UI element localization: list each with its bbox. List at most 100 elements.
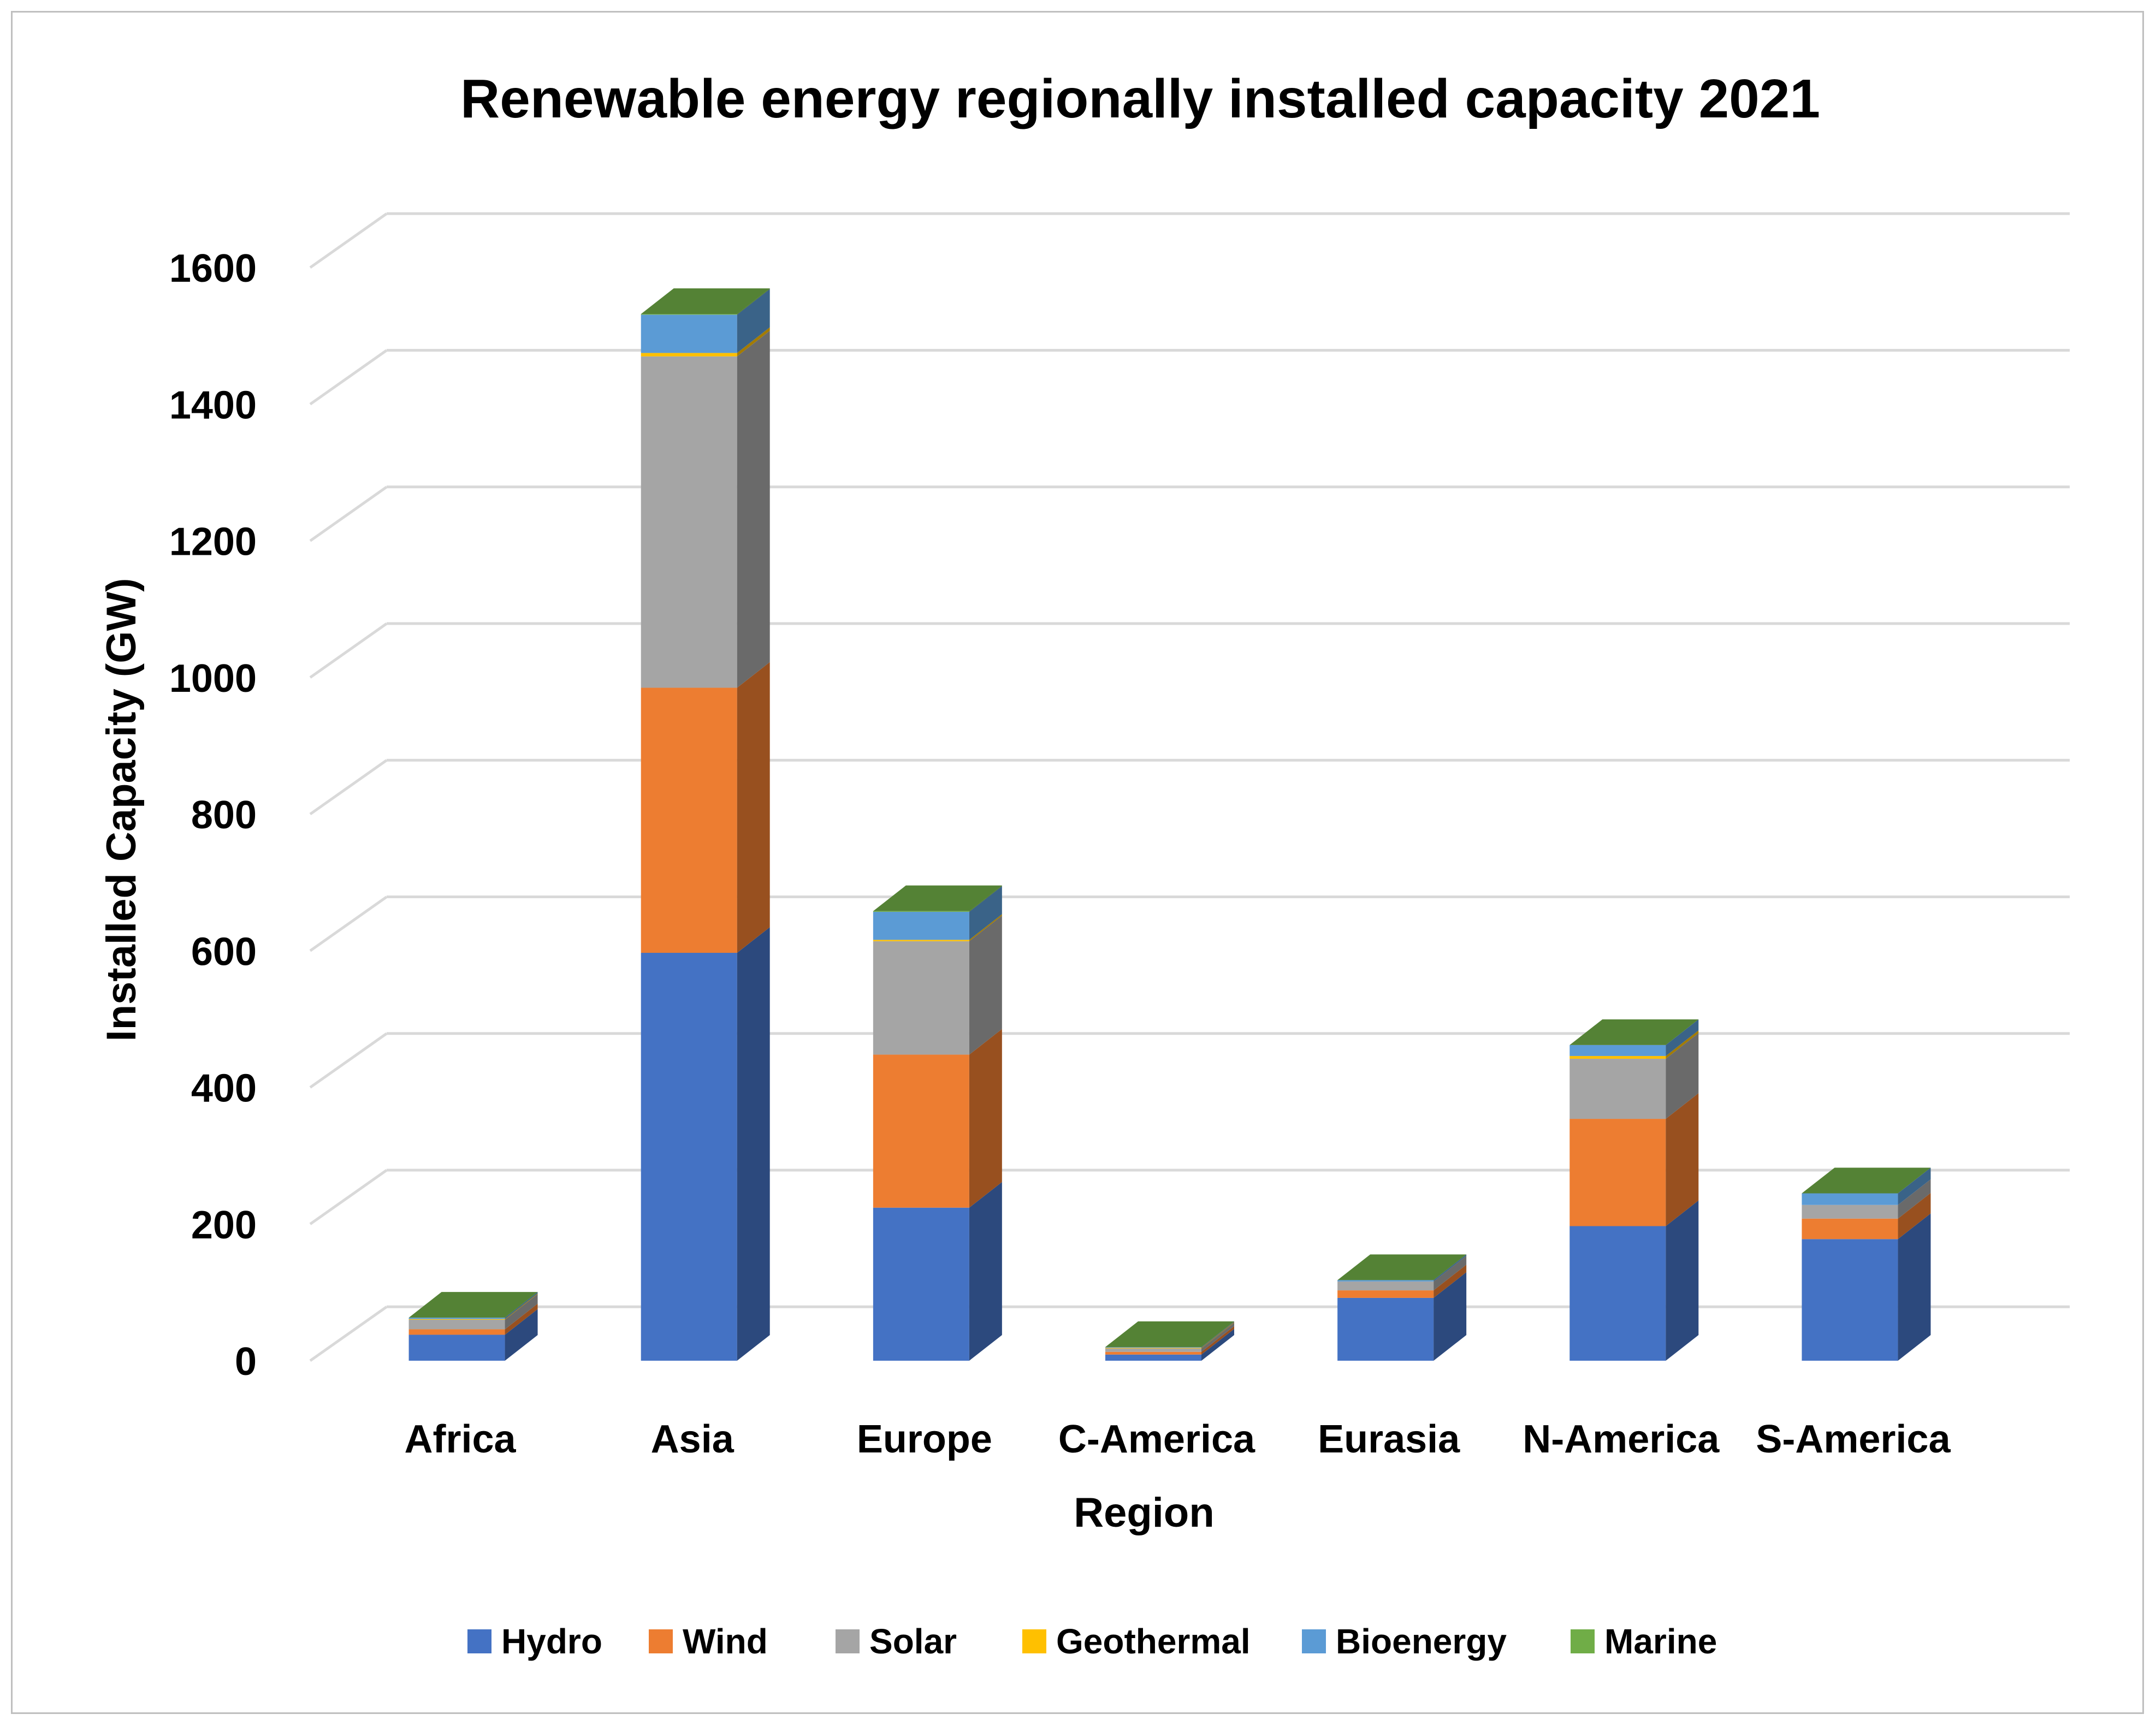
legend-label: Marine (1604, 1622, 1717, 1661)
bar-hydro-africa (408, 1334, 505, 1361)
y-tick-label: 600 (191, 930, 257, 974)
bar-side-bioenergy-n-america (1666, 1019, 1699, 1056)
legend: Hydro Wind Solar Geothermal Bioenergy Marine (467, 1622, 1717, 1661)
bar-marine-asia (641, 314, 737, 315)
bar-side-hydro-asia (737, 927, 770, 1361)
x-tick-label: N-America (1523, 1417, 1720, 1461)
bar-solar-c-america (1105, 1348, 1201, 1352)
bar-side-solar-eurasia (1434, 1255, 1467, 1291)
y-tick-label: 800 (191, 793, 257, 837)
gridline-diagonal (309, 1306, 388, 1362)
bar-side-wind-africa (505, 1303, 538, 1335)
bar-side-marine-europe (969, 885, 1002, 912)
bar-hydro-europe (873, 1207, 969, 1361)
y-tick-label: 200 (191, 1203, 257, 1247)
legend-swatch (1571, 1629, 1595, 1653)
bar-side-wind-asia (737, 662, 770, 953)
bar-bioenergy-c-america (1105, 1347, 1201, 1348)
bar-side-bioenergy-asia (737, 289, 770, 353)
bar-geothermal-asia (641, 353, 737, 357)
legend-label: Wind (683, 1622, 768, 1661)
gridlines (309, 212, 2070, 1362)
bar-hydro-s-america (1802, 1239, 1898, 1361)
legend-label: Solar (869, 1622, 957, 1661)
bar-bioenergy-europe (873, 911, 969, 940)
bar-hydro-eurasia (1337, 1297, 1434, 1361)
bar-side-hydro-europe (969, 1182, 1002, 1361)
bar-side-wind-s-america (1898, 1193, 1931, 1239)
bar-side-bioenergy-eurasia (1434, 1254, 1467, 1282)
bar-side-bioenergy-europe (969, 886, 1002, 940)
bar-side-wind-eurasia (1434, 1265, 1467, 1298)
bar-hydro-asia (641, 953, 737, 1361)
bar-stack-europe (873, 885, 1002, 1361)
bar-wind-asia (641, 687, 737, 953)
bar-hydro-c-america (1105, 1354, 1201, 1361)
bar-wind-s-america (1802, 1218, 1898, 1239)
bar-side-geothermal-africa (505, 1293, 538, 1320)
y-tick-label: 1600 (169, 247, 257, 290)
bar-side-wind-n-america (1666, 1093, 1699, 1226)
bar-solar-eurasia (1337, 1281, 1434, 1291)
bar-side-geothermal-europe (969, 914, 1002, 941)
y-tick-label: 1000 (169, 657, 257, 701)
gridline-diagonal (309, 1032, 388, 1089)
bar-marine-europe (873, 911, 969, 912)
x-axis-title: Region (1074, 1490, 1215, 1536)
bar-side-solar-asia (737, 330, 770, 688)
legend-item-hydro: Hydro (467, 1622, 602, 1661)
gridline-diagonal (309, 485, 388, 542)
chart-title: Renewable energy regionally installed ca… (460, 68, 1820, 129)
y-tick-label: 0 (235, 1340, 257, 1384)
legend-item-wind: Wind (649, 1622, 768, 1661)
legend-item-solar: Solar (836, 1622, 957, 1661)
legend-swatch (649, 1629, 673, 1653)
bar-geothermal-europe (873, 940, 969, 941)
bar-top-n-america (1569, 1019, 1699, 1045)
y-tick-label: 1200 (169, 520, 257, 564)
bar-side-bioenergy-s-america (1898, 1167, 1931, 1205)
legend-label: Hydro (501, 1622, 602, 1661)
legend-item-marine: Marine (1571, 1622, 1717, 1661)
bar-hydro-n-america (1569, 1226, 1666, 1361)
gridline-diagonal (309, 622, 388, 679)
gridline-diagonal (309, 212, 388, 269)
chart-frame (11, 11, 2144, 1714)
bar-solar-europe (873, 941, 969, 1055)
bar-side-bioenergy-africa (505, 1292, 538, 1319)
bar-side-marine-asia (737, 288, 770, 315)
gridline-diagonal (309, 759, 388, 816)
bar-bioenergy-africa (408, 1318, 505, 1319)
bar-side-hydro-eurasia (1434, 1272, 1467, 1361)
bar-solar-s-america (1802, 1205, 1898, 1219)
bar-top-africa (408, 1292, 538, 1318)
bar-side-bioenergy-c-america (1201, 1321, 1234, 1348)
bar-wind-c-america (1105, 1351, 1201, 1355)
bar-top-s-america (1802, 1167, 1931, 1194)
bar-side-geothermal-asia (737, 327, 770, 357)
x-tick-label: Asia (651, 1417, 735, 1461)
bar-stack-s-america (1802, 1167, 1931, 1361)
legend-swatch (1022, 1629, 1046, 1653)
x-axis-categories: Africa Asia Europe C-America Eurasia N-Americ… (405, 1417, 1951, 1461)
bar-bioenergy-asia (641, 315, 737, 353)
legend-swatch (1302, 1629, 1326, 1653)
bar-top-asia (641, 288, 770, 315)
gridline-diagonal (309, 1169, 388, 1225)
bar-stack-c-america (1105, 1321, 1234, 1361)
legend-item-geothermal: Geothermal (1022, 1622, 1251, 1661)
bar-side-hydro-n-america (1666, 1200, 1699, 1361)
bar-side-solar-africa (505, 1294, 538, 1330)
y-tick-label: 1400 (169, 383, 257, 427)
bar-solar-africa (408, 1319, 505, 1330)
bar-stack-eurasia (1337, 1254, 1467, 1361)
bar-solar-n-america (1569, 1058, 1666, 1119)
bar-side-hydro-africa (505, 1309, 538, 1361)
bar-side-wind-europe (969, 1029, 1002, 1208)
bar-bioenergy-n-america (1569, 1045, 1666, 1056)
bar-wind-africa (408, 1329, 505, 1335)
bar-side-geothermal-c-america (1201, 1322, 1234, 1349)
bar-side-solar-europe (969, 915, 1002, 1055)
bar-top-eurasia (1337, 1254, 1467, 1280)
